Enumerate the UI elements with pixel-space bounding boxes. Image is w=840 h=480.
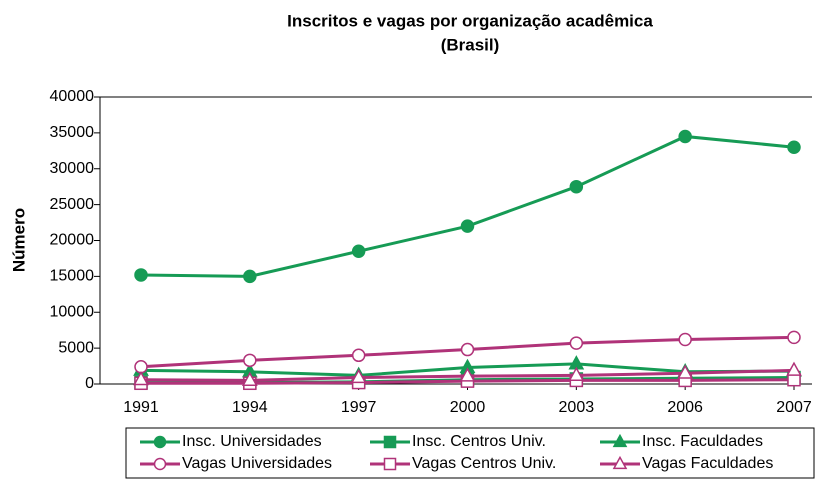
data-point — [351, 244, 366, 259]
data-point — [786, 361, 802, 376]
chart-title: Inscritos e vagas por organização acadêm… — [287, 11, 653, 30]
legend-marker — [153, 457, 167, 471]
x-tick-label: 2003 — [559, 399, 595, 416]
legend-label: Insc. Universidades — [182, 433, 322, 450]
y-tick-label: 10000 — [50, 303, 95, 320]
x-tick-label: 2000 — [450, 399, 486, 416]
data-point — [678, 129, 692, 144]
y-tick-label: 15000 — [50, 268, 95, 285]
x-tick-label: 2006 — [667, 399, 703, 416]
x-tick-label: 1997 — [341, 399, 377, 416]
legend-marker — [383, 435, 397, 449]
legend-marker — [383, 457, 397, 471]
data-point — [243, 269, 257, 284]
y-tick-label: 20000 — [50, 232, 95, 249]
data-point — [569, 179, 584, 194]
legend-marker — [153, 435, 167, 449]
legend-label: Vagas Faculdades — [642, 455, 773, 472]
data-point — [787, 330, 801, 345]
legend-label: Vagas Centros Univ. — [412, 455, 556, 472]
legend-marker — [612, 433, 628, 448]
data-point — [351, 348, 366, 363]
data-point — [134, 268, 148, 282]
chart-subtitle: (Brasil) — [441, 35, 500, 54]
data-point — [460, 342, 475, 357]
data-point — [460, 219, 475, 233]
y-axis-label: Número — [9, 208, 28, 272]
data-point — [569, 336, 584, 350]
y-tick-label: 35000 — [50, 124, 95, 141]
x-tick-label: 1991 — [123, 399, 159, 416]
data-point — [677, 364, 694, 379]
legend-label: Insc. Faculdades — [642, 433, 763, 450]
y-tick-label: 5000 — [58, 339, 94, 356]
y-tick-label: 25000 — [50, 196, 95, 213]
x-tick-label: 1994 — [232, 399, 268, 416]
data-point — [241, 371, 258, 386]
data-point — [243, 353, 257, 368]
legend-label: Vagas Universidades — [182, 455, 332, 472]
legend-marker — [612, 455, 628, 470]
data-point — [133, 370, 149, 386]
y-tick-label: 30000 — [50, 160, 95, 177]
series-line — [140, 134, 795, 278]
data-point — [459, 367, 476, 382]
legend-box — [125, 427, 815, 479]
legend-label: Insc. Centros Univ. — [412, 433, 546, 450]
data-point — [350, 368, 367, 384]
data-point — [568, 366, 585, 381]
y-tick-label: 0 — [85, 375, 94, 392]
y-tick-label: 40000 — [50, 88, 95, 105]
data-point — [787, 140, 801, 154]
data-point — [678, 332, 692, 347]
x-tick-label: 2007 — [776, 399, 812, 416]
